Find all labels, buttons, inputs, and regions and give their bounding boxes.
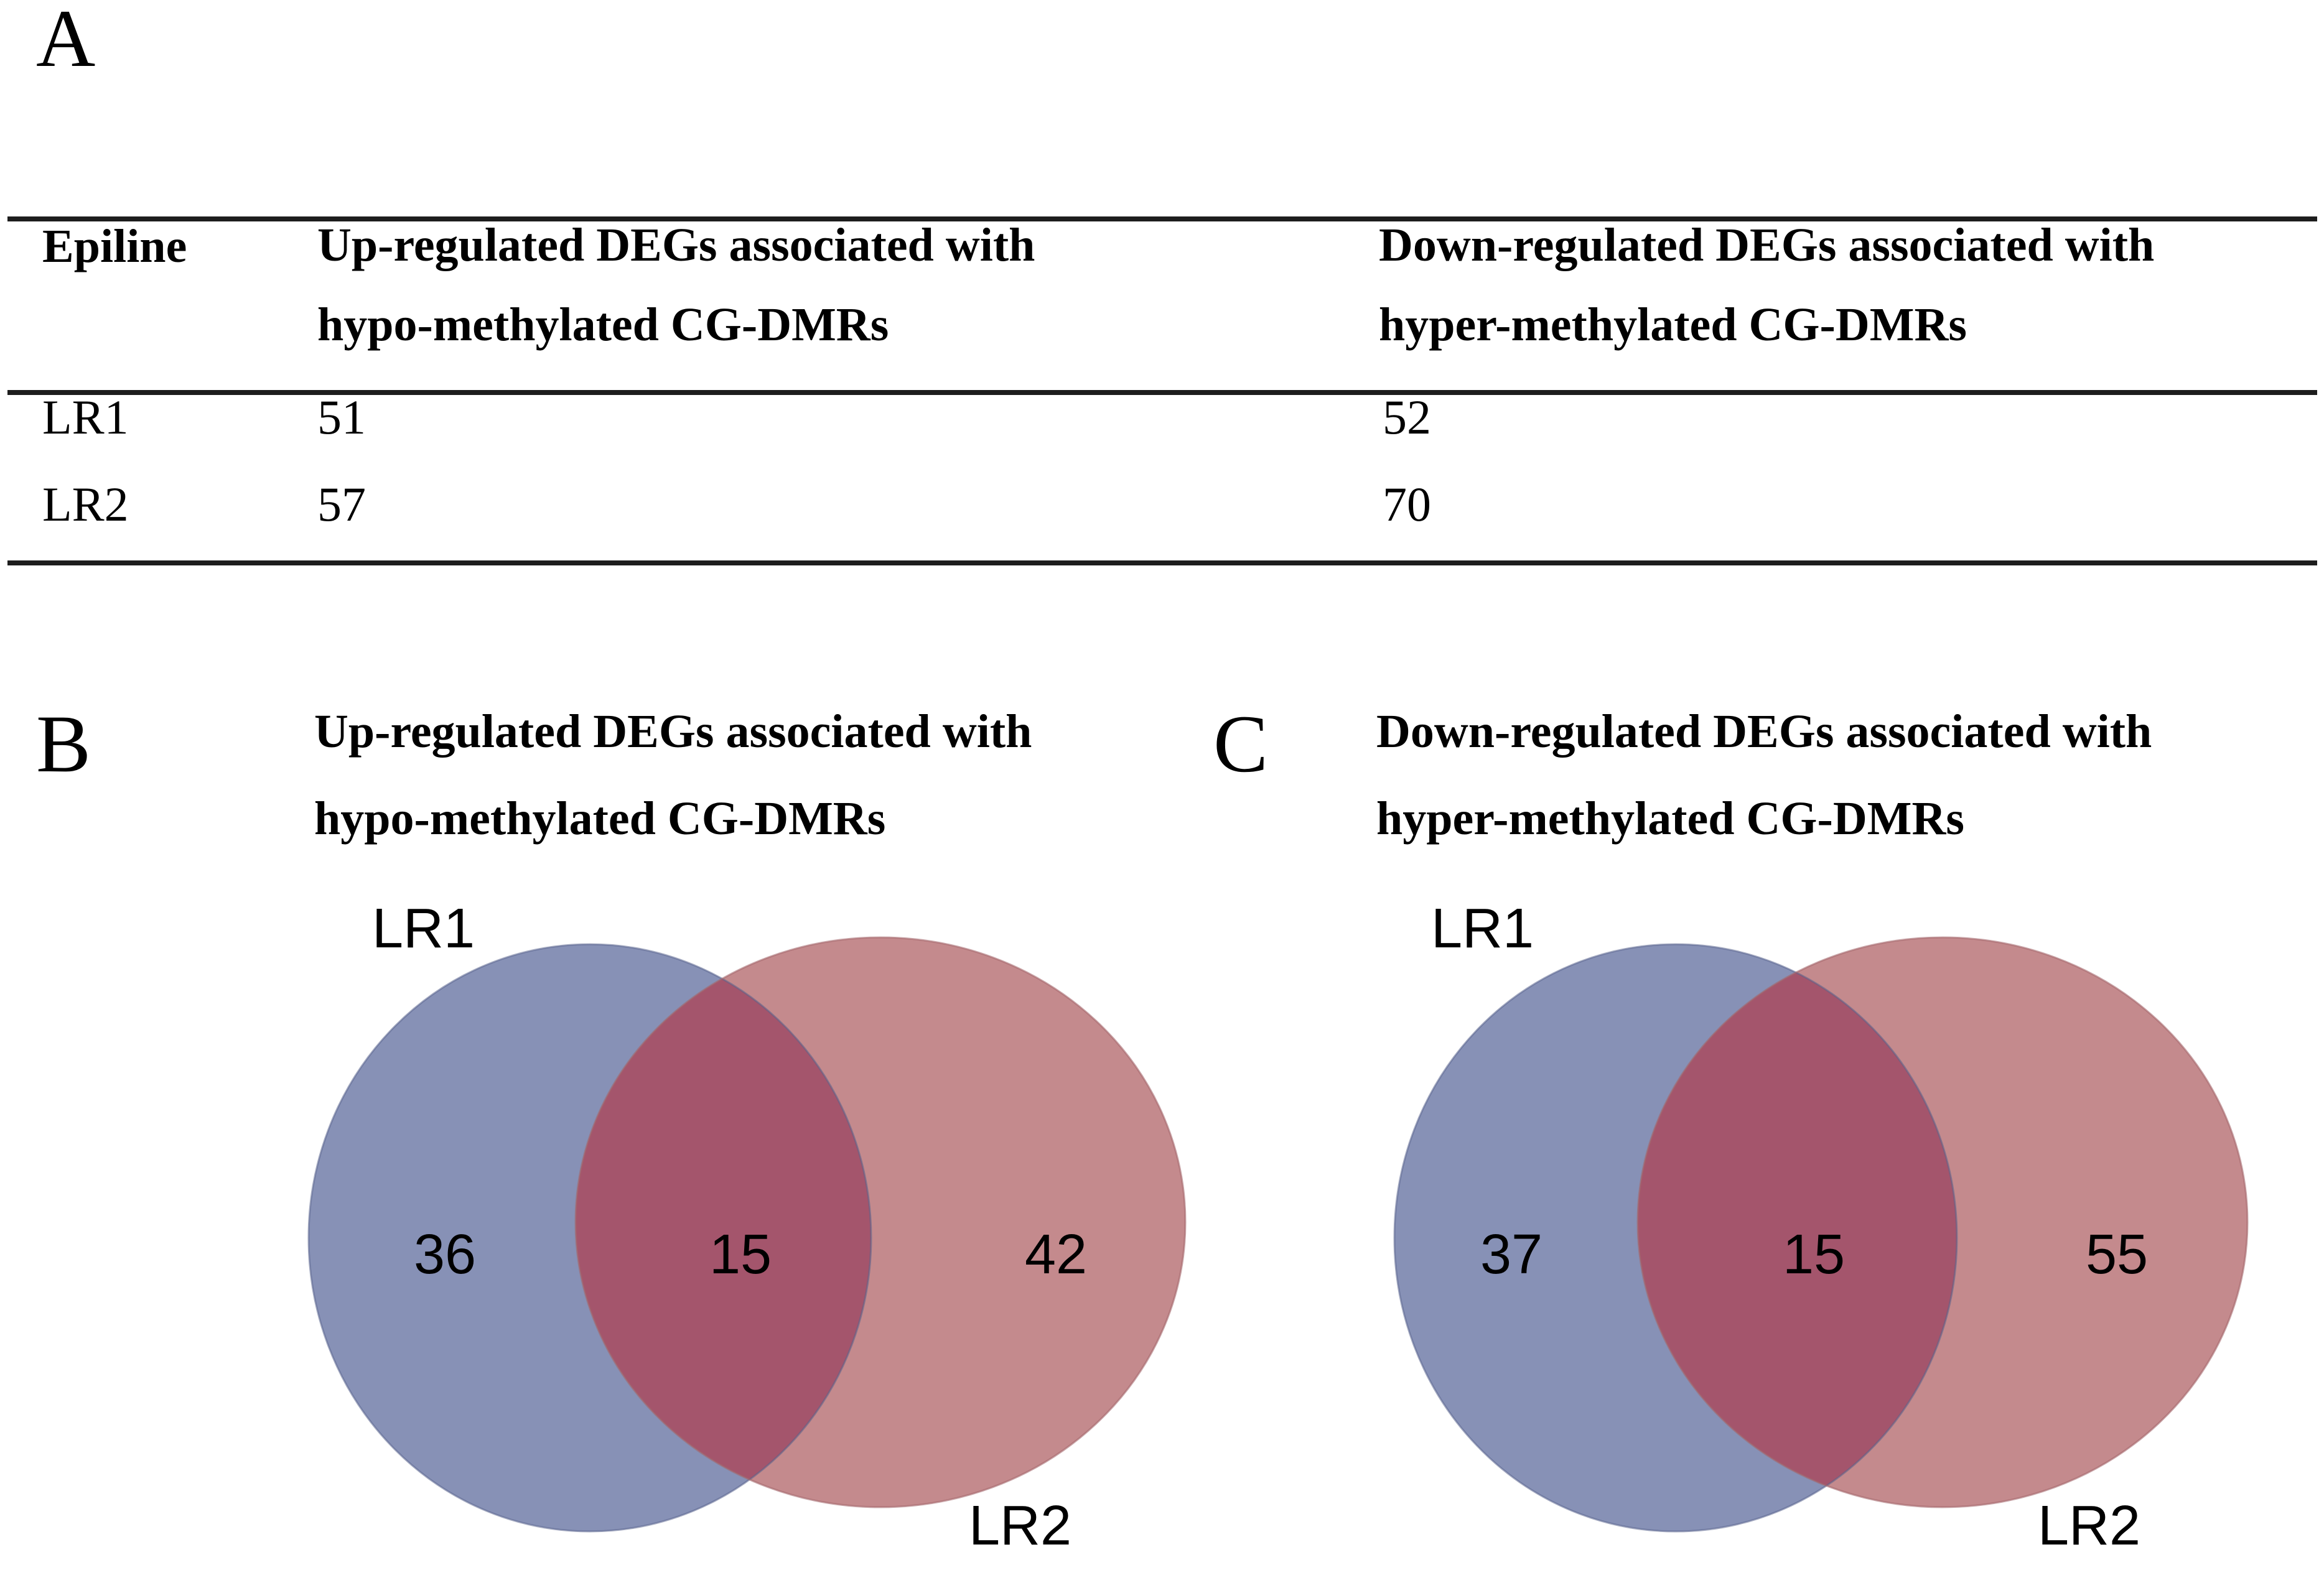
venn-b-overlap-count: 15 bbox=[709, 1224, 772, 1286]
col-header-epiline: Epiline bbox=[42, 220, 187, 272]
panel-b-label: B bbox=[36, 698, 91, 789]
venn-b-right-set-label: LR2 bbox=[969, 1495, 1072, 1557]
venn-c-right-circle-outline bbox=[1636, 936, 2249, 1508]
venn-c-right-set-label: LR2 bbox=[2038, 1495, 2141, 1557]
cell-row2-down-value: 70 bbox=[1383, 477, 1431, 531]
cell-row1-epiline: LR1 bbox=[42, 390, 129, 444]
table-header-rule bbox=[7, 390, 2317, 395]
venn-c-left-set-label: LR1 bbox=[1431, 898, 1534, 960]
cell-row1-down-value: 52 bbox=[1383, 390, 1431, 444]
col-header-upregulated-line1: Up-regulated DEGs associated with bbox=[317, 219, 1035, 271]
venn-b-right-circle-outline bbox=[574, 936, 1187, 1508]
table-bottom-rule bbox=[7, 560, 2317, 565]
venn-c-diagram bbox=[1393, 936, 2249, 1533]
panel-b-title-line2: hypo-methylated CG-DMRs bbox=[314, 792, 886, 845]
venn-b-overlap-region bbox=[576, 944, 871, 1507]
panel-b-title-line1: Up-regulated DEGs associated with bbox=[314, 705, 1032, 758]
cell-row2-up-value: 57 bbox=[317, 477, 366, 531]
col-header-downregulated-line1: Down-regulated DEGs associated with bbox=[1379, 219, 2155, 271]
panel-c-title-line1: Down-regulated DEGs associated with bbox=[1376, 705, 2152, 758]
venn-b-right-count: 42 bbox=[1024, 1224, 1088, 1286]
panel-c-title-line2: hyper-methylated CG-DMRs bbox=[1376, 792, 1964, 845]
cell-row2-epiline: LR2 bbox=[42, 477, 129, 531]
col-header-upregulated-line2: hypo-methylated CG-DMRs bbox=[317, 299, 889, 351]
venn-c-right-count: 55 bbox=[2085, 1224, 2149, 1286]
venn-b-left-count: 36 bbox=[413, 1224, 477, 1286]
venn-b-diagram bbox=[307, 936, 1187, 1533]
venn-c-overlap-region bbox=[1638, 944, 1957, 1507]
venn-c-left-count: 37 bbox=[1480, 1224, 1543, 1286]
venn-b-left-set-label: LR1 bbox=[372, 898, 475, 960]
table-top-rule bbox=[7, 216, 2317, 221]
cell-row1-up-value: 51 bbox=[317, 390, 366, 444]
col-header-downregulated-line2: hyper-methylated CG-DMRs bbox=[1379, 299, 1967, 351]
venn-c-overlap-count: 15 bbox=[1782, 1224, 1846, 1286]
panel-c-label: C bbox=[1213, 698, 1269, 789]
venn-b-left-circle-outline bbox=[307, 943, 872, 1533]
venn-c-left-circle-outline bbox=[1393, 943, 1958, 1533]
panel-a-label: A bbox=[36, 0, 96, 84]
